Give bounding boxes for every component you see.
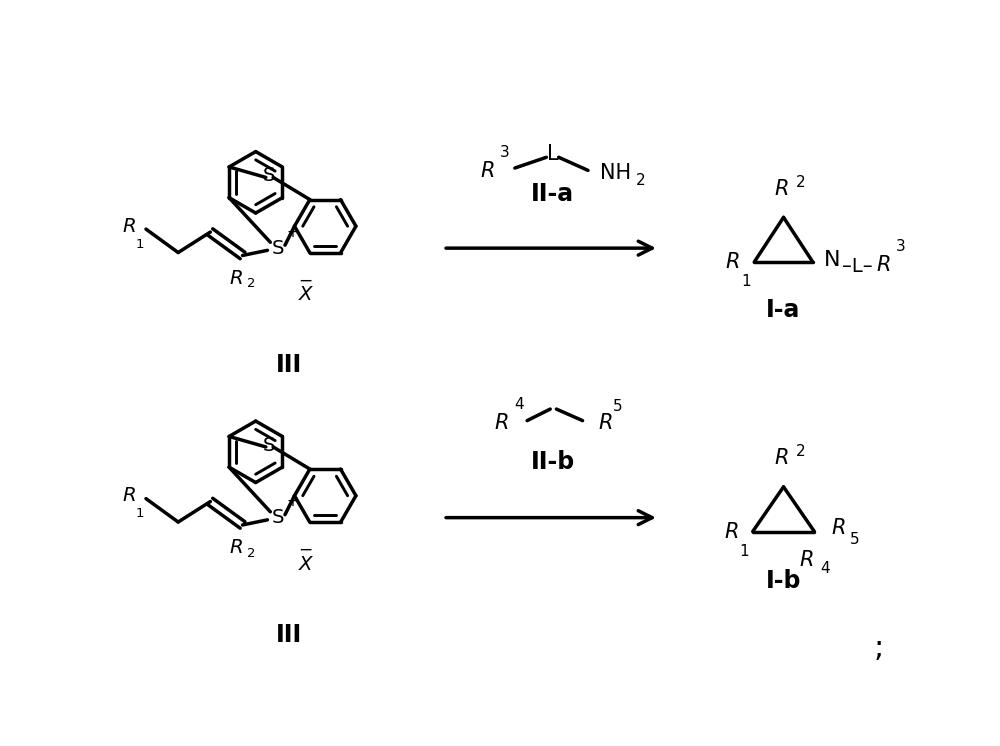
Text: R: R [480,161,495,181]
Text: 5: 5 [850,532,859,547]
Text: R: R [123,486,136,505]
Text: ;: ; [873,633,883,662]
Text: 1: 1 [135,507,144,521]
Text: II-a: II-a [531,182,574,206]
Text: R: R [831,518,846,539]
Text: 2: 2 [247,547,256,560]
Text: S: S [271,239,284,257]
Text: 3: 3 [896,239,906,254]
Text: 1: 1 [135,238,144,251]
Text: R: R [726,252,740,272]
Text: 4: 4 [820,561,830,576]
Text: R: R [876,255,890,275]
Text: L: L [547,144,558,164]
Text: S: S [271,508,284,527]
Text: S: S [263,166,276,186]
Text: −: − [298,541,313,559]
Text: R: R [494,413,509,433]
Text: R: R [724,521,739,542]
Text: 2: 2 [796,444,805,459]
Text: X: X [299,555,312,574]
Text: III: III [276,623,302,647]
Text: R: R [799,550,814,570]
Text: 2: 2 [247,278,256,290]
Text: 1: 1 [741,275,751,289]
Text: I-a: I-a [766,298,801,322]
Text: +: + [286,225,298,239]
Text: R: R [123,216,136,236]
Text: −: − [298,272,313,289]
Text: S: S [263,436,276,455]
Text: II-b: II-b [530,450,575,474]
Text: R: R [230,538,244,557]
Text: 4: 4 [514,397,524,412]
Text: 3: 3 [500,145,510,160]
Text: 5: 5 [613,398,622,414]
Text: R: R [775,179,789,199]
Text: I-b: I-b [766,568,801,593]
Text: III: III [276,353,302,377]
Text: R: R [775,448,789,468]
Text: X: X [299,286,312,304]
Text: –L–: –L– [842,257,873,276]
Text: NH: NH [600,163,631,184]
Text: +: + [286,494,298,509]
Text: R: R [230,269,244,288]
Text: R: R [598,413,612,433]
Text: 2: 2 [636,173,645,188]
Text: 1: 1 [739,544,749,559]
Text: 2: 2 [796,175,805,189]
Text: N: N [824,251,840,271]
